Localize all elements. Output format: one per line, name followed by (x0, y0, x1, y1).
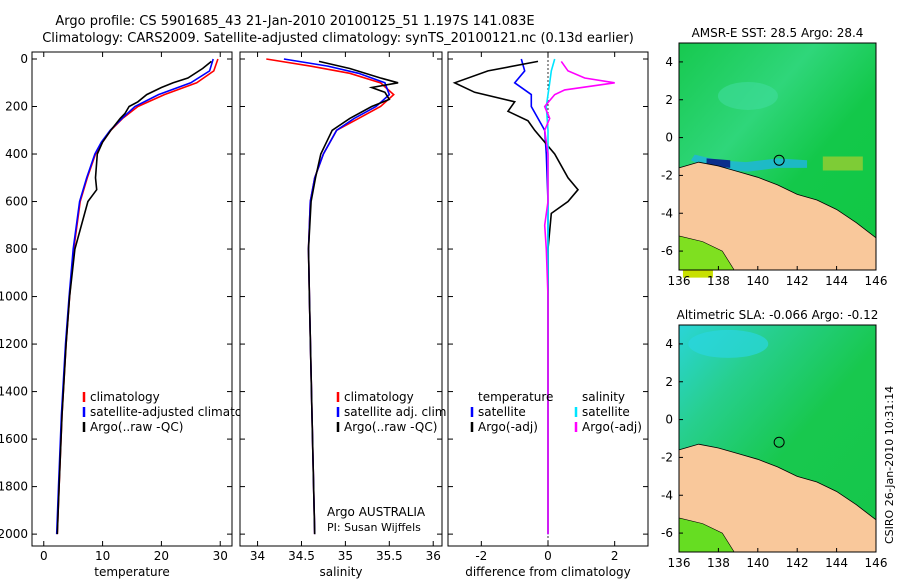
profile-panel-3: -2 0 2 difference from climatology temperatu… (447, 51, 649, 579)
y-tick-label: 200 (5, 100, 28, 114)
y-tick-label: 1000 (0, 290, 28, 304)
sst-map-panel: AMSR-E SST: 28.5 Argo: 28.4 136 138 140 142 1… (661, 26, 887, 288)
x-tick-label: 34.5 (288, 549, 315, 563)
x-tick-label: 35.5 (376, 549, 403, 563)
y-tick-label: -4 (661, 488, 673, 502)
legend-entry: Argo(-adj) (582, 420, 642, 434)
series-line-argo-raw-qc- (307, 60, 399, 535)
y-tick-label: -4 (661, 206, 673, 220)
legend-entry: Argo(..raw -QC) (90, 420, 183, 434)
legend-entry: salinity (582, 390, 625, 404)
y-tick-label: 1200 (0, 337, 28, 351)
y-tick-label: 1400 (0, 385, 28, 399)
warm-water-patch (822, 156, 863, 171)
x-tick-label: -2 (475, 549, 487, 563)
legend-entry: satellite (478, 405, 526, 419)
high-sla-patch (688, 329, 769, 358)
y-tick-label: 400 (5, 147, 28, 161)
y-tick-label: 2 (665, 375, 673, 389)
y-tick-label: 0 (665, 413, 673, 427)
series-line-argo-adj--salinity (543, 60, 615, 535)
y-tick-label: 600 (5, 195, 28, 209)
x-tick-label: 2 (611, 549, 619, 563)
y-tick-label: -2 (661, 168, 673, 182)
y-tick-label: 0 (20, 52, 28, 66)
x-tick-label: 146 (865, 556, 888, 570)
x-tick-label: 140 (746, 274, 769, 288)
x-tick-label: 146 (865, 274, 888, 288)
figure-title-line1: Argo profile: CS 5901685_43 21-Jan-2010 … (55, 14, 534, 29)
legend-entry: temperature (478, 390, 553, 404)
legend-entry: climatology (90, 390, 160, 404)
x-tick-label: 142 (786, 274, 809, 288)
x-tick-label: 138 (707, 274, 730, 288)
series-line-satellite-salinity (545, 58, 556, 535)
sla-map-panel: Altimetric SLA: -0.066 Argo: -0.12 136 138… (661, 308, 887, 570)
map-frame (678, 324, 877, 553)
profile-panel-1: 0 10 20 30 temperature 0 200 400 600 800 1000 1200 1… (0, 51, 268, 579)
legend-entry: satellite adj. clim. (344, 405, 450, 419)
x-tick-label: 136 (668, 274, 691, 288)
y-tick-label: 1600 (0, 432, 28, 446)
x-axis-label: temperature (94, 565, 169, 579)
annotation-line1: Argo AUSTRALIA (327, 505, 426, 519)
legend-entry: Argo(-adj) (478, 420, 538, 434)
y-tick-label: 2 (665, 93, 673, 107)
y-tick-label: 0 (665, 131, 673, 145)
y-tick-label: 800 (5, 242, 28, 256)
x-axis-label: salinity (319, 565, 362, 579)
x-tick-label: 136 (668, 556, 691, 570)
x-tick-label: 142 (786, 556, 809, 570)
y-tick-label: 4 (665, 337, 673, 351)
legend-entry: Argo(..raw -QC) (344, 420, 437, 434)
series-line-argo-raw-qc- (56, 60, 212, 535)
x-tick-label: 144 (825, 556, 848, 570)
warm-anomaly-patch (717, 81, 778, 110)
argo-location-marker (773, 154, 785, 166)
map-title: AMSR-E SST: 28.5 Argo: 28.4 (692, 26, 864, 40)
legend-entry: satellite-adjusted climatology (90, 405, 268, 419)
x-tick-label: 35 (338, 549, 353, 563)
y-tick-label: -6 (661, 526, 673, 540)
x-tick-label: 140 (746, 556, 769, 570)
x-tick-label: 10 (95, 549, 110, 563)
x-tick-label: 30 (213, 549, 228, 563)
x-tick-label: 34 (250, 549, 265, 563)
legend-entry: climatology (344, 390, 414, 404)
argo-location-marker (773, 436, 785, 448)
y-tick-label: 1800 (0, 480, 28, 494)
plot-frame (239, 51, 443, 547)
map-frame (678, 42, 877, 271)
x-tick-label: 138 (707, 556, 730, 570)
x-tick-label: 144 (825, 274, 848, 288)
legend-entry: satellite (582, 405, 630, 419)
credit-label: CSIRO 26-Jan-2010 10:31:14 (883, 386, 896, 544)
map-title: Altimetric SLA: -0.066 Argo: -0.12 (677, 308, 879, 322)
y-tick-label: 2000 (0, 527, 28, 541)
x-tick-label: 36 (426, 549, 441, 563)
y-tick-label: 4 (665, 55, 673, 69)
plot-frame (31, 51, 233, 547)
y-tick-label: -2 (661, 450, 673, 464)
y-tick-label: -6 (661, 244, 673, 258)
annotation-line2: PI: Susan Wijffels (327, 521, 421, 534)
x-tick-label: 20 (154, 549, 169, 563)
profile-panel-2: 34 34.5 35 35.5 36 salinity climatologysatelli… (239, 51, 450, 579)
figure-title-line2: Climatology: CARS2009. Satellite-adjuste… (42, 31, 634, 46)
x-tick-label: 0 (40, 549, 48, 563)
x-tick-label: 0 (544, 549, 552, 563)
x-axis-label: difference from climatology (465, 565, 631, 579)
